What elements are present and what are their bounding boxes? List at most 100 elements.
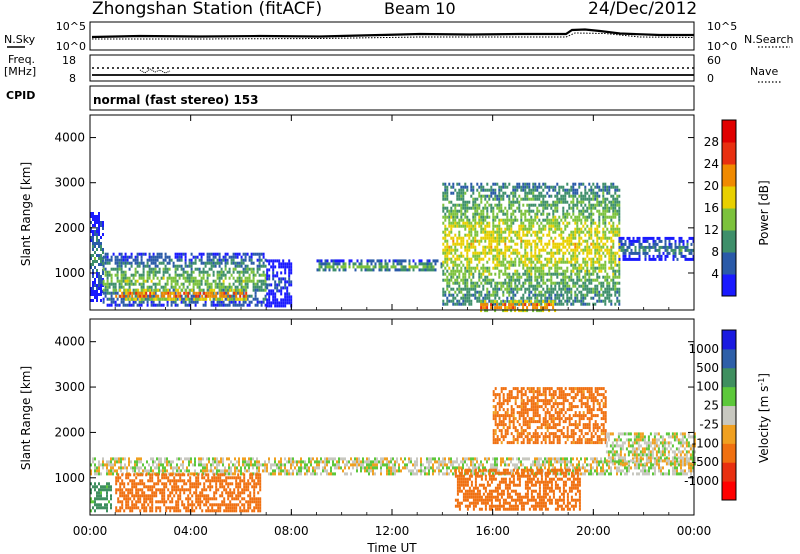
echo-cell xyxy=(612,272,615,276)
echo-cell xyxy=(564,194,567,198)
echo-cell xyxy=(502,239,505,243)
echo-cell xyxy=(572,263,575,267)
echo-cell xyxy=(648,242,651,246)
echo-cell xyxy=(460,296,463,300)
echo-cell xyxy=(558,227,561,231)
echo-cell xyxy=(466,188,469,192)
echo-cell xyxy=(610,194,613,198)
echo-cell xyxy=(496,300,499,304)
echo-cell xyxy=(238,300,241,304)
echo-cell xyxy=(474,284,477,288)
echo-cell xyxy=(484,278,487,282)
echo-cell xyxy=(586,209,589,213)
echo-cell xyxy=(588,233,591,237)
echo-cell xyxy=(206,261,209,265)
echo-cell xyxy=(266,274,269,278)
echo-cell xyxy=(300,469,302,473)
echo-cell xyxy=(508,245,511,249)
echo-cell xyxy=(514,260,517,264)
echo-cell xyxy=(530,197,533,201)
echo-cell xyxy=(342,262,345,266)
echo-cell xyxy=(584,227,587,231)
echo-cell xyxy=(214,285,217,289)
echo-cell xyxy=(420,262,423,266)
echo-cell xyxy=(334,472,336,476)
echo-cell xyxy=(552,281,555,285)
echo-cell xyxy=(616,263,619,267)
echo-cell xyxy=(190,252,193,256)
echo-cell xyxy=(288,472,290,476)
echo-cell xyxy=(582,302,585,306)
echo-cell xyxy=(584,233,587,237)
echo-cell xyxy=(590,251,593,255)
echo-cell xyxy=(197,294,200,298)
echo-cell xyxy=(98,488,100,492)
echo-cell xyxy=(568,221,571,225)
echo-cell xyxy=(244,460,246,464)
echo-cell xyxy=(478,269,481,273)
echo-cell xyxy=(526,182,529,186)
echo-cell xyxy=(690,248,693,252)
echo-cell xyxy=(456,191,459,195)
echo-cell xyxy=(512,303,515,307)
echo-cell xyxy=(136,252,139,256)
echo-cell xyxy=(580,218,583,222)
echo-cell xyxy=(480,469,482,473)
echo-cell xyxy=(166,282,169,286)
echo-cell xyxy=(428,469,430,473)
echo-cell xyxy=(478,466,480,470)
echo-cell xyxy=(460,194,463,198)
echo-cell xyxy=(560,281,563,285)
echo-cell xyxy=(532,218,535,222)
echo-cell xyxy=(610,203,613,207)
echo-cell xyxy=(366,259,369,263)
echo-cell xyxy=(654,257,657,261)
echo-cell xyxy=(602,275,605,279)
echo-cell xyxy=(208,255,211,259)
echo-cell xyxy=(596,266,599,270)
echo-cell xyxy=(496,203,499,207)
echo-cell xyxy=(618,230,621,234)
echo-cell xyxy=(170,276,173,280)
echo-cell xyxy=(116,279,119,283)
echo-cell xyxy=(149,294,152,298)
echo-cell xyxy=(132,288,135,292)
echo-cell xyxy=(134,270,137,274)
echo-cell xyxy=(534,188,537,192)
echo-cell xyxy=(454,460,456,464)
echo-cell xyxy=(108,469,110,473)
echo-cell xyxy=(684,254,687,258)
echo-cell xyxy=(508,224,511,228)
echo-cell xyxy=(398,268,401,272)
echo-cell xyxy=(242,267,245,271)
echo-cell xyxy=(572,257,575,261)
echo-cell xyxy=(540,272,543,276)
echo-cell xyxy=(468,245,471,249)
echo-cell xyxy=(490,245,493,249)
echo-cell xyxy=(528,303,531,307)
echo-cell xyxy=(474,245,477,249)
echo-cell xyxy=(688,236,691,240)
echo-cell xyxy=(520,218,523,222)
echo-cell xyxy=(220,460,222,464)
echo-cell xyxy=(134,463,136,467)
echo-cell xyxy=(256,288,259,292)
echo-cell xyxy=(300,460,302,464)
echo-cell xyxy=(444,212,447,216)
echo-cell xyxy=(240,255,243,259)
echo-cell xyxy=(394,463,396,467)
echo-cell xyxy=(500,281,503,285)
echo-cell xyxy=(442,472,444,476)
echo-cell xyxy=(508,260,511,264)
echo-cell xyxy=(98,482,100,486)
echo-cell xyxy=(482,257,485,261)
echo-cell xyxy=(94,472,96,476)
echo-cell xyxy=(482,212,485,216)
echo-cell xyxy=(278,469,280,473)
echo-cell xyxy=(386,463,388,467)
echo-cell xyxy=(226,258,229,262)
echo-cell xyxy=(462,275,465,279)
echo-cell xyxy=(484,457,486,461)
echo-cell xyxy=(108,482,110,486)
echo-cell xyxy=(584,218,587,222)
